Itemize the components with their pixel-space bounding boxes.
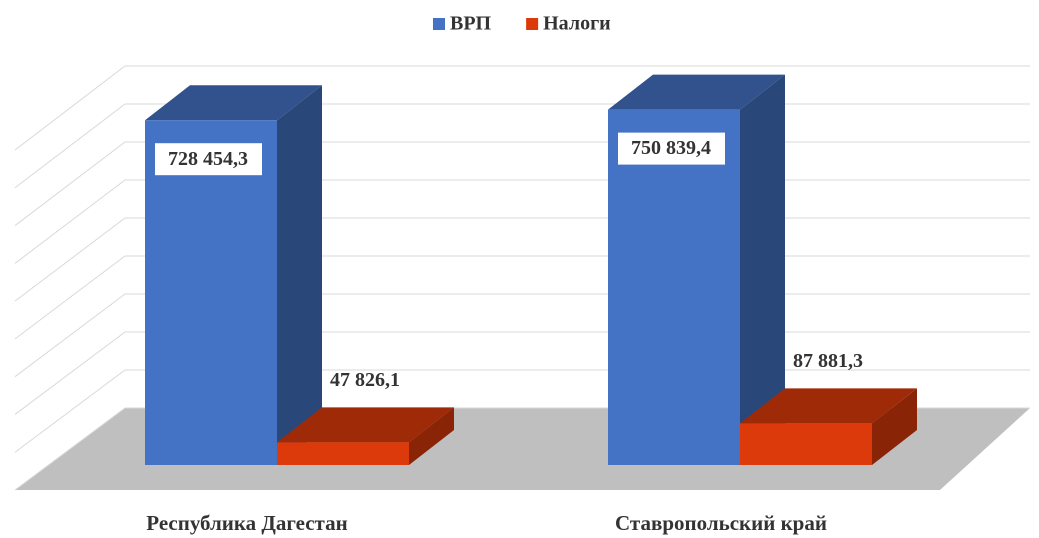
grid-line (14, 65, 1030, 151)
bar (608, 74, 785, 465)
bar-top (740, 388, 917, 424)
x-tick-label: Республика Дагестан (146, 511, 347, 535)
bar-top (145, 85, 322, 121)
legend-swatch (526, 18, 539, 30)
data-label: 750 839,4 (631, 137, 711, 159)
label-box (155, 143, 262, 176)
data-label: 728 454,3 (168, 148, 248, 170)
bar-top (608, 74, 785, 110)
legend-label: ВРП (450, 13, 492, 35)
bar-front (740, 423, 872, 465)
bar-side (277, 85, 322, 465)
data-label: 47 826,1 (330, 369, 400, 391)
bar-top (277, 407, 454, 443)
x-tick-label: Ставропольский край (615, 511, 827, 535)
bar (145, 85, 322, 465)
bar-side (872, 388, 917, 465)
data-label: 87 881,3 (793, 350, 863, 372)
bar-front (145, 120, 277, 465)
bar-side (740, 74, 785, 465)
bar-front (608, 109, 740, 465)
legend-label: Налоги (543, 13, 611, 35)
legend-swatch (433, 18, 445, 30)
bar-front (277, 442, 409, 465)
label-box (618, 132, 725, 165)
bar (277, 407, 454, 465)
bar (740, 388, 917, 465)
bar-side (409, 407, 454, 465)
